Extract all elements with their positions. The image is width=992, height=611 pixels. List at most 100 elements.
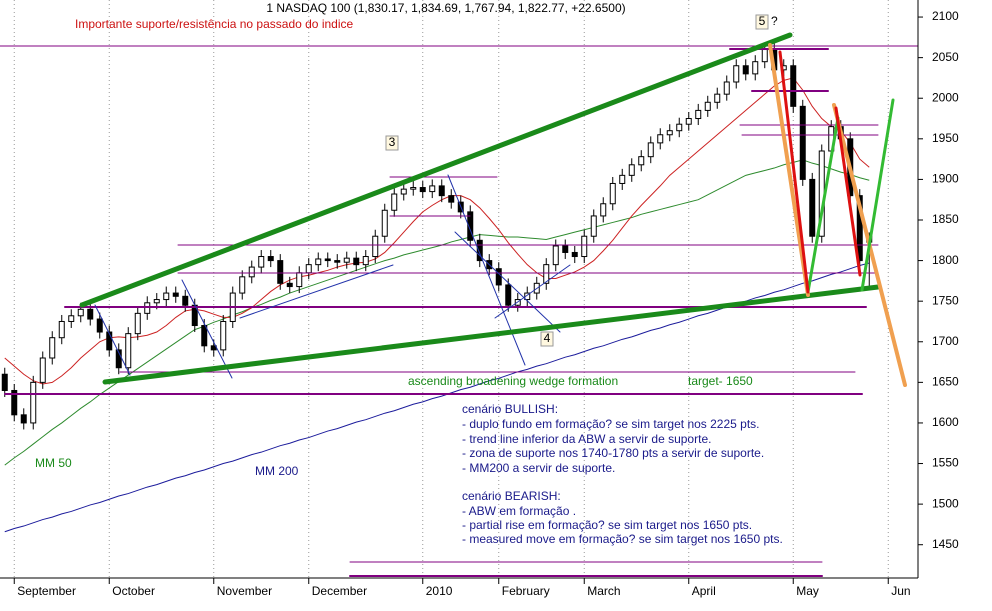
candle-body [77,308,84,317]
candle-body [714,93,721,103]
candle-body [1,373,8,391]
candle-body [856,195,863,262]
moving-average [4,77,870,385]
annotation: Importante suporte/resistência no passad… [75,17,353,31]
candle-body [505,284,512,306]
green-line [806,116,840,294]
candle-body [628,164,635,176]
candle-body [201,325,208,347]
candle-body [695,109,702,120]
note: - measured move em formação? se sim targ… [462,532,783,546]
candle-body [685,118,692,125]
candle-body [68,315,75,322]
y-tick-label: 1900 [932,172,959,186]
candle-body [543,264,550,284]
axis-labels: 1450 1500 1550 1600 1650 1700 1750 1800 1850 1900… [13,9,959,598]
candle-body [381,209,388,237]
candle-body [49,337,56,359]
trendline [181,279,233,379]
wedge-lower [102,284,881,385]
candle-body [324,258,331,262]
x-tick-label: April [692,584,716,598]
candle-body [647,142,654,158]
candle-body [115,349,122,369]
chart-title: 1 NASDAQ 100 (1,830.17, 1,834.69, 1,767.… [266,1,625,15]
candle-body [134,312,141,335]
candle-body [609,182,616,205]
x-tick-label: December [312,584,367,598]
candle-body [419,187,426,193]
y-tick-label: 2000 [932,90,959,104]
y-tick-label: 1950 [932,131,959,145]
candle-body [438,185,445,197]
trendline [239,264,394,319]
y-tick-label: 2100 [932,9,959,23]
note: cenário BEARISH: [462,489,561,503]
x-tick-label: September [17,584,76,598]
candle-body [600,203,607,217]
moving-average [4,159,870,466]
candle-body [182,295,189,306]
candle-body [429,185,436,193]
y-tick-label: 1500 [932,496,959,510]
candle-body [258,256,265,268]
candle-body [277,260,284,284]
candle-body [448,195,455,203]
y-tick-label: 1850 [932,212,959,226]
orange-line [768,43,810,297]
candle-body [723,81,730,95]
trendline [454,231,561,333]
label-box [540,331,554,347]
candle-body [752,61,759,75]
candle-body [163,292,170,301]
candle-body [372,235,379,258]
candle-body [571,251,578,258]
candle-body [11,389,18,416]
trendline [94,304,131,376]
label-box [385,135,399,151]
annotation: 4 [544,331,551,345]
candle-body [20,414,27,424]
candle-body [353,257,360,266]
candle-body [410,187,417,190]
candle-body [590,215,597,237]
y-tick-label: 2050 [932,50,959,64]
candle-body [581,235,588,258]
blue-trendlines [94,174,571,379]
green-line [860,98,895,292]
series-label: MM 200 [255,464,299,478]
red-line [778,50,810,294]
candle-body [144,302,151,314]
x-tick-label: November [217,584,272,598]
trendline [494,264,571,319]
annotation: 3 [389,135,396,149]
x-tick-label: March [587,584,620,598]
candle-body [704,101,711,111]
annotation-lines [0,32,919,577]
horizontal-levels [0,45,919,577]
label-box [755,14,769,30]
candle-body [296,272,303,288]
x-tick-label: October [112,584,155,598]
annotation: target- 1650 [688,374,753,388]
candle-body [172,292,179,297]
candle-body [362,256,369,266]
candle-body [334,260,341,263]
y-tick-label: 1600 [932,415,959,429]
x-tick-label: February [502,584,550,598]
candle-body [153,299,160,304]
annotation: 5 [759,14,766,28]
y-tick-label: 1800 [932,253,959,267]
candle-body [239,276,246,294]
candle-body [809,178,816,237]
candle-body [619,174,626,184]
candle-body [733,65,740,83]
y-tick-label: 1450 [932,537,959,551]
x-tick-label: Jun [891,584,910,598]
candle-body [286,282,293,288]
candle-body [495,268,502,286]
candle-body [305,264,312,274]
note: - zona de suporte nos 1740-1780 pts a se… [462,446,764,460]
candle-body [58,320,65,339]
candle-body [742,65,749,75]
